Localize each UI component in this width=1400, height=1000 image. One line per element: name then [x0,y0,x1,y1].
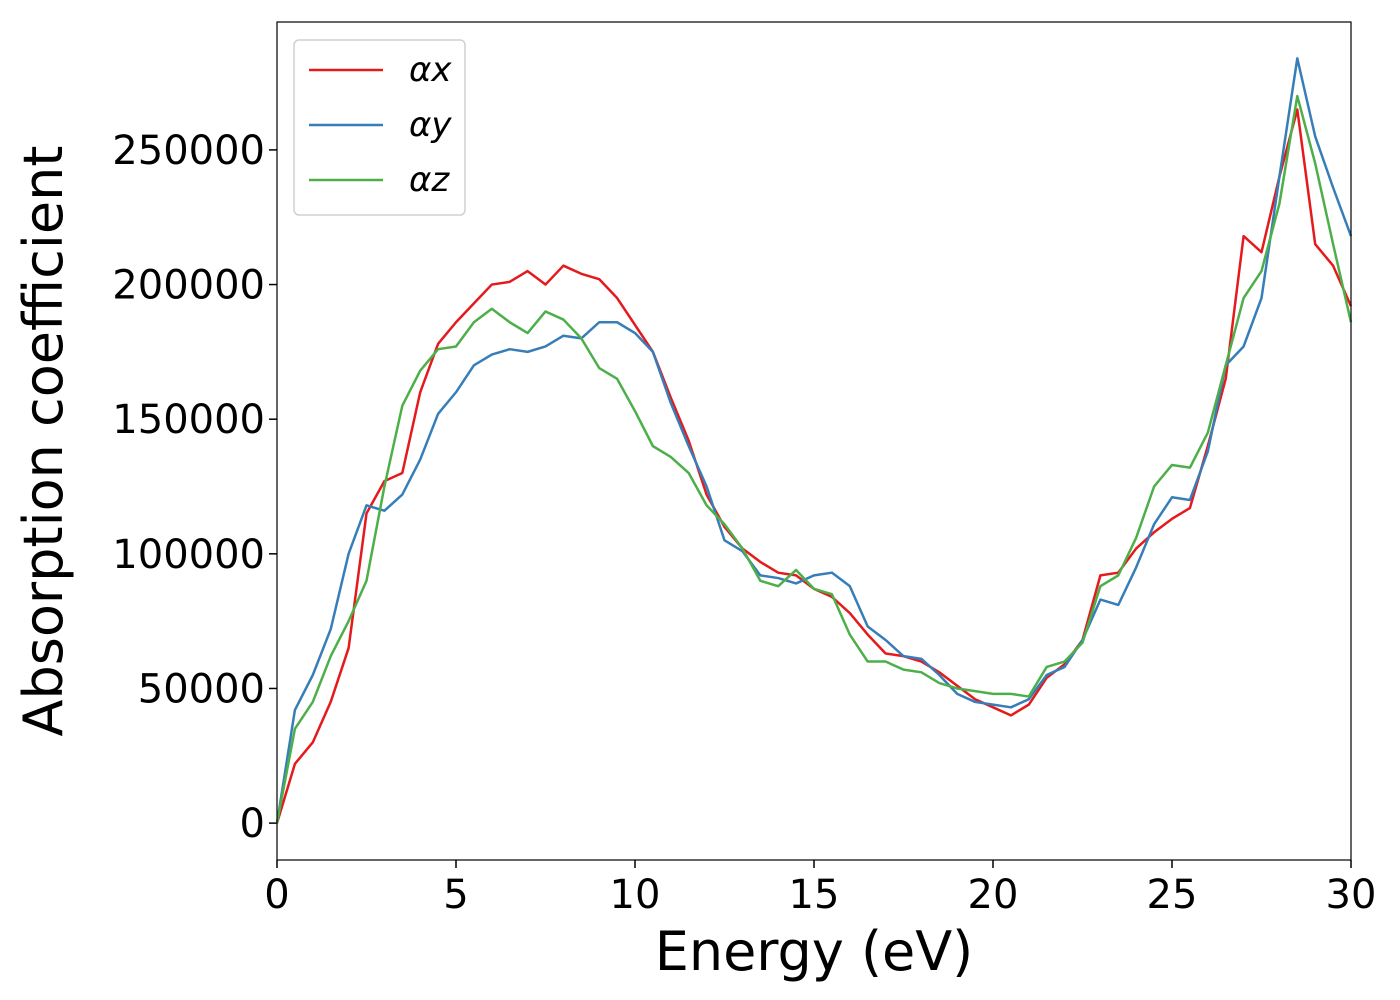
plot-frame [276,21,1352,861]
x-tick-label: 15 [789,872,840,918]
y-tick-label: 150000 [112,397,265,443]
legend-label: αx [409,50,452,90]
x-tick-label: 25 [1147,872,1198,918]
x-axis-label: Energy (eV) [655,920,974,983]
y-tick-label: 250000 [112,128,265,174]
y-axis-label: Absorption coefficient [12,146,75,737]
x-tick-label: 0 [264,872,289,918]
x-tick-label: 10 [610,872,661,918]
legend-label: αz [409,160,450,200]
series-line [275,94,1353,824]
x-tick-label: 5 [443,872,468,918]
y-tick-label: 50000 [138,666,265,712]
y-tick-label: 100000 [112,532,265,578]
legend-label: αy [409,105,452,145]
series-line [275,57,1353,824]
x-tick-label: 20 [968,872,1019,918]
y-tick-label: 0 [240,801,265,847]
x-tick-label: 30 [1326,872,1377,918]
y-tick-label: 200000 [112,263,265,309]
legend-box [293,39,466,216]
